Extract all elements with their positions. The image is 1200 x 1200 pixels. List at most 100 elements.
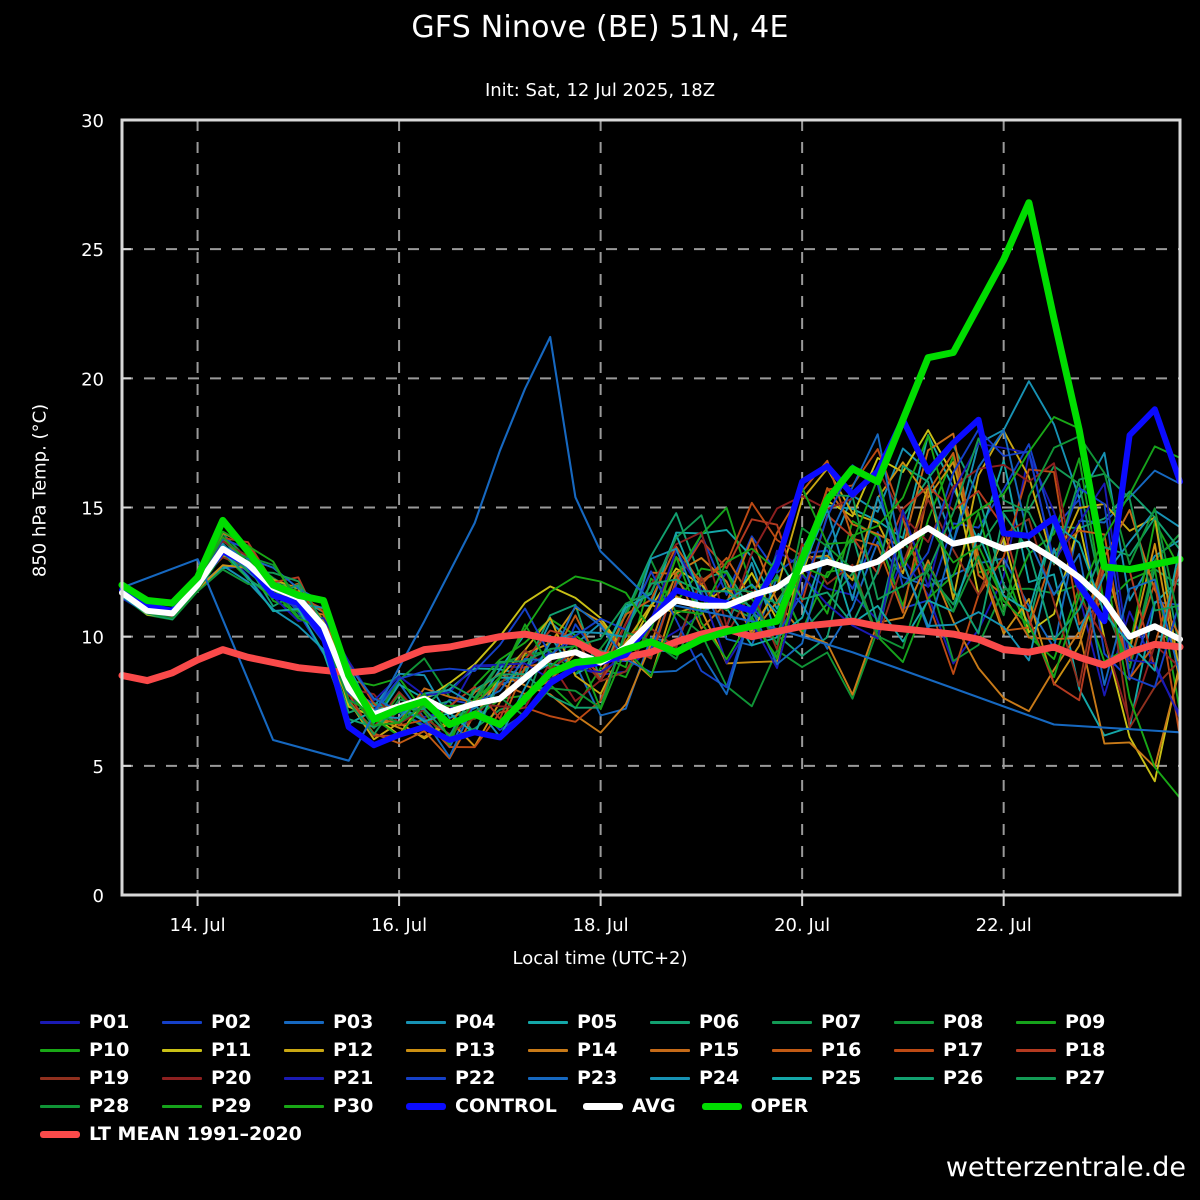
legend-item-p02[interactable]: P02 [162, 1011, 284, 1033]
legend-color-swatch [406, 1076, 446, 1080]
y-tick-label: 25 [81, 240, 104, 261]
legend-item-label: P08 [943, 1011, 984, 1033]
legend-color-swatch [772, 1020, 812, 1024]
legend-item-p28[interactable]: P28 [40, 1095, 162, 1117]
legend-color-swatch [284, 1048, 324, 1052]
ensemble-member-line [121, 429, 1181, 758]
legend-item-p14[interactable]: P14 [528, 1039, 650, 1061]
legend-item-p30[interactable]: P30 [284, 1095, 406, 1117]
legend-item-p05[interactable]: P05 [528, 1011, 650, 1033]
legend-item-label: P17 [943, 1039, 984, 1061]
legend-item-label: AVG [631, 1095, 676, 1117]
legend-item-p15[interactable]: P15 [650, 1039, 772, 1061]
legend-item-p03[interactable]: P03 [284, 1011, 406, 1033]
legend-color-swatch [894, 1048, 934, 1052]
legend-color-swatch [162, 1104, 202, 1108]
legend-color-swatch [650, 1076, 690, 1080]
legend-item-p25[interactable]: P25 [772, 1067, 894, 1089]
chart-legend: P01 P02 P03 P04 P05 P06 P07 P08 P09 P10 P11 P12 P13… [40, 1008, 1200, 1148]
legend-color-swatch [894, 1020, 934, 1024]
highlighted-series [118, 199, 1184, 749]
init-subtitle: Init: Sat, 12 Jul 2025, 18Z [484, 80, 716, 101]
legend-item-label: LT MEAN 1991–2020 [89, 1123, 302, 1145]
x-axis-label: Local time (UTC+2) [512, 948, 688, 969]
watermark: wetterzentrale.de [945, 1152, 1186, 1183]
legend-row-5: LT MEAN 1991–2020 [40, 1120, 1200, 1148]
ensemble-member-line [121, 522, 1181, 735]
legend-item-p24[interactable]: P24 [650, 1067, 772, 1089]
legend-item-oper[interactable]: OPER [701, 1095, 835, 1117]
legend-item-p29[interactable]: P29 [162, 1095, 284, 1117]
legend-item-p27[interactable]: P27 [1016, 1067, 1138, 1089]
legend-color-swatch [650, 1020, 690, 1024]
ensemble-member-line [121, 437, 1181, 736]
legend-color-swatch [162, 1076, 202, 1080]
y-tick-label: 10 [81, 628, 104, 649]
legend-color-swatch [894, 1076, 934, 1080]
legend-item-p01[interactable]: P01 [40, 1011, 162, 1033]
legend-item-p04[interactable]: P04 [406, 1011, 528, 1033]
legend-item-label: P07 [821, 1011, 862, 1033]
legend-item-label: P04 [455, 1011, 496, 1033]
legend-item-label: P15 [699, 1039, 740, 1061]
y-tick-label: 5 [93, 757, 104, 778]
x-tick-label: 22. Jul [976, 915, 1032, 936]
legend-item-label: CONTROL [455, 1095, 557, 1117]
legend-item-label: P29 [211, 1095, 252, 1117]
legend-item-p20[interactable]: P20 [162, 1067, 284, 1089]
legend-item-p08[interactable]: P08 [894, 1011, 1016, 1033]
legend-item-p11[interactable]: P11 [162, 1039, 284, 1061]
x-tick-label: 16. Jul [371, 915, 427, 936]
legend-color-swatch [528, 1076, 568, 1080]
y-axis-ticks: 0 5 10 15 20 25 30 [81, 111, 131, 907]
legend-color-swatch [284, 1020, 324, 1024]
legend-item-p23[interactable]: P23 [528, 1067, 650, 1089]
legend-item-control[interactable]: CONTROL [406, 1095, 583, 1117]
legend-color-swatch [650, 1048, 690, 1052]
legend-color-swatch [528, 1020, 568, 1024]
legend-item-p13[interactable]: P13 [406, 1039, 528, 1061]
legend-item-label: P09 [1065, 1011, 1106, 1033]
legend-color-swatch [284, 1076, 324, 1080]
legend-color-swatch [1016, 1076, 1056, 1080]
ensemble-member-line [121, 335, 1181, 762]
legend-item-avg[interactable]: AVG [582, 1095, 702, 1117]
legend-item-p09[interactable]: P09 [1016, 1011, 1138, 1033]
legend-item-p07[interactable]: P07 [772, 1011, 894, 1033]
legend-item-label: OPER [750, 1095, 809, 1117]
gridlines [122, 120, 1180, 895]
legend-color-swatch [40, 1020, 80, 1024]
legend-item-p21[interactable]: P21 [284, 1067, 406, 1089]
x-tick-label: 20. Jul [774, 915, 830, 936]
legend-item-label: P19 [89, 1067, 130, 1089]
legend-color-swatch [1016, 1020, 1056, 1024]
legend-item-label: P25 [821, 1067, 862, 1089]
legend-item-p18[interactable]: P18 [1016, 1039, 1138, 1061]
legend-item-p10[interactable]: P10 [40, 1039, 162, 1061]
legend-item-label: P16 [821, 1039, 862, 1061]
legend-color-swatch [40, 1130, 80, 1138]
series-line-lt-mean-1991-2020 [118, 617, 1184, 685]
legend-item-p16[interactable]: P16 [772, 1039, 894, 1061]
legend-color-swatch [284, 1104, 324, 1108]
legend-item-p17[interactable]: P17 [894, 1039, 1016, 1061]
y-tick-label: 20 [81, 369, 104, 390]
legend-color-swatch [40, 1048, 80, 1052]
legend-item-p26[interactable]: P26 [894, 1067, 1016, 1089]
legend-item-label: P18 [1065, 1039, 1106, 1061]
legend-color-swatch [162, 1048, 202, 1052]
y-tick-label: 30 [81, 111, 104, 132]
y-tick-label: 15 [81, 499, 104, 520]
legend-item-p22[interactable]: P22 [406, 1067, 528, 1089]
x-tick-label: 18. Jul [573, 915, 629, 936]
legend-item-p06[interactable]: P06 [650, 1011, 772, 1033]
legend-item-label: P05 [577, 1011, 618, 1033]
legend-item-label: P02 [211, 1011, 252, 1033]
legend-item-label: P22 [455, 1067, 496, 1089]
legend-item-label: P24 [699, 1067, 740, 1089]
legend-item-p12[interactable]: P12 [284, 1039, 406, 1061]
legend-item-label: P30 [333, 1095, 374, 1117]
page-title: GFS Ninove (BE) 51N, 4E [411, 10, 789, 45]
legend-item-lt-mean-1991-2020[interactable]: LT MEAN 1991–2020 [40, 1123, 328, 1145]
legend-item-p19[interactable]: P19 [40, 1067, 162, 1089]
